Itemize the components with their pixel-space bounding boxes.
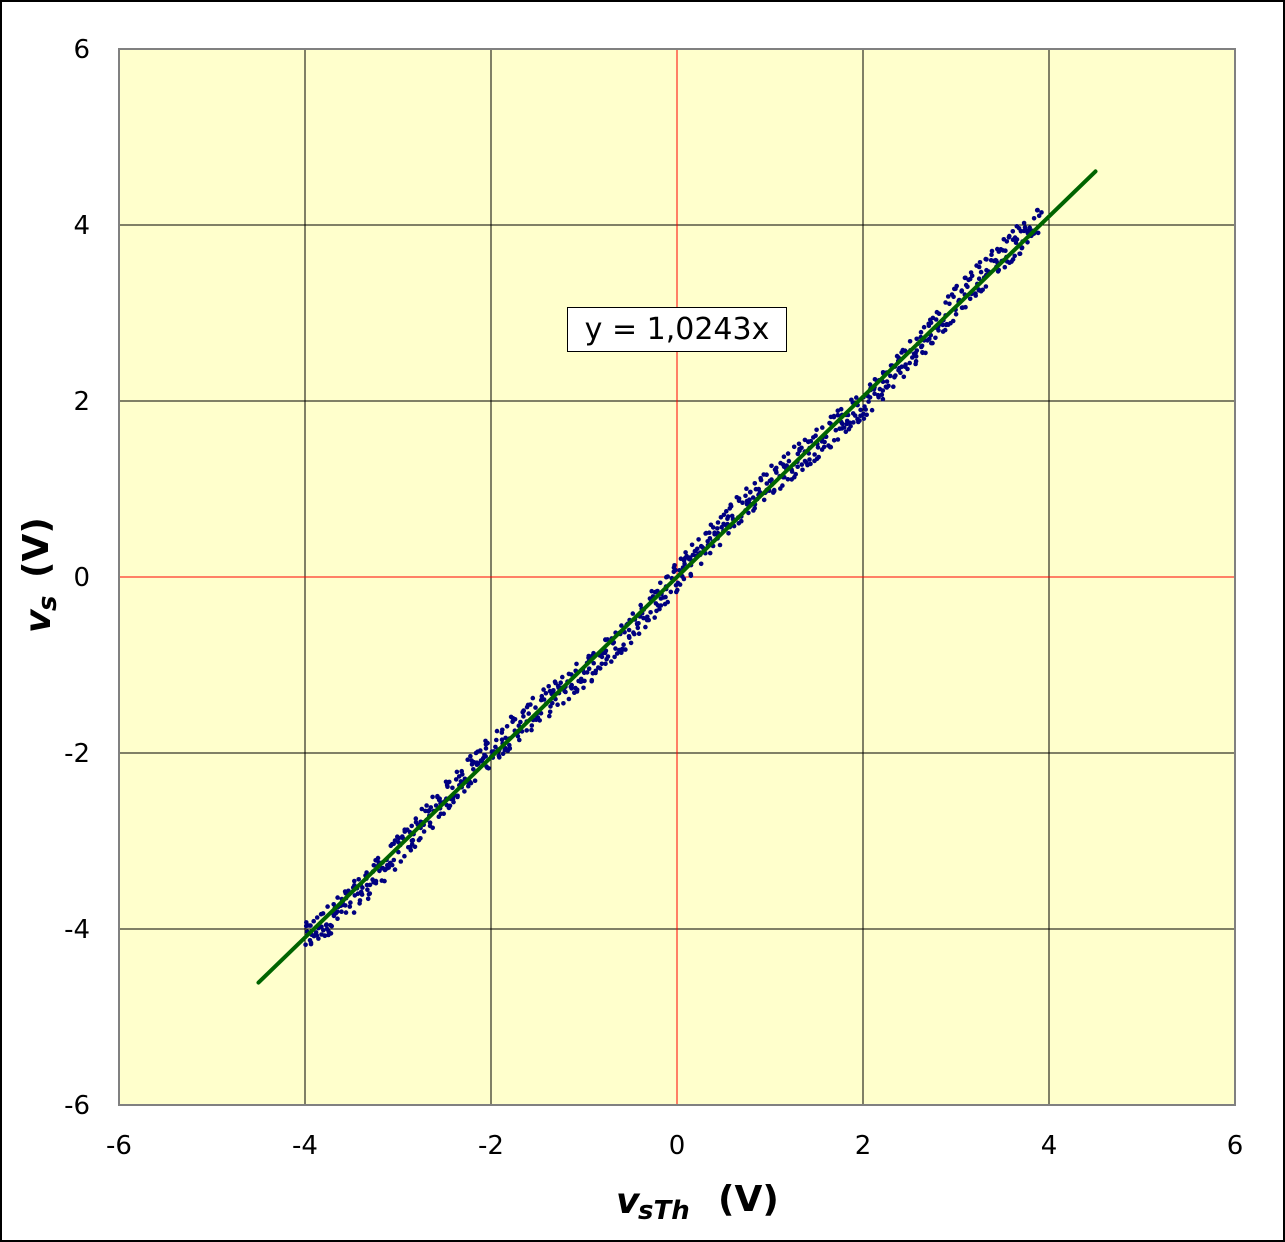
x-tick-labels: -6 -4 -2 0 2 4 6 [106,1131,1243,1161]
trendline [256,169,1098,985]
x-tick-label: -2 [478,1131,504,1161]
y-tick-label: 6 [73,35,90,65]
x-tick-label: -4 [292,1131,318,1161]
x-axis-var: v [616,1181,641,1222]
trendline-equation-label: y = 1,0243x [567,307,787,352]
y-axis-var: v [18,608,59,633]
y-axis-subscript: s [33,596,63,611]
y-tick-labels: -6 -4 -2 0 2 4 6 [64,35,90,1121]
y-tick-label: 2 [73,387,90,417]
x-axis-subscript: sTh [638,1196,690,1226]
y-tick-label: -2 [64,739,90,769]
x-tick-label: 2 [855,1131,872,1161]
y-tick-label: -6 [64,1091,90,1121]
y-tick-label: -4 [64,915,90,945]
plot-border [118,48,1236,1106]
x-tick-label: -6 [106,1131,132,1161]
x-tick-label: 4 [1041,1131,1058,1161]
y-axis-title: v s (V) [16,517,63,633]
x-tick-label: 6 [1227,1131,1244,1161]
y-axis-unit: (V) [16,517,57,578]
x-axis-title: v sTh (V) [616,1179,779,1226]
x-tick-label: 0 [669,1131,686,1161]
y-tick-label: 4 [73,211,90,241]
y-tick-label: 0 [73,563,90,593]
x-axis-unit: (V) [718,1179,779,1220]
